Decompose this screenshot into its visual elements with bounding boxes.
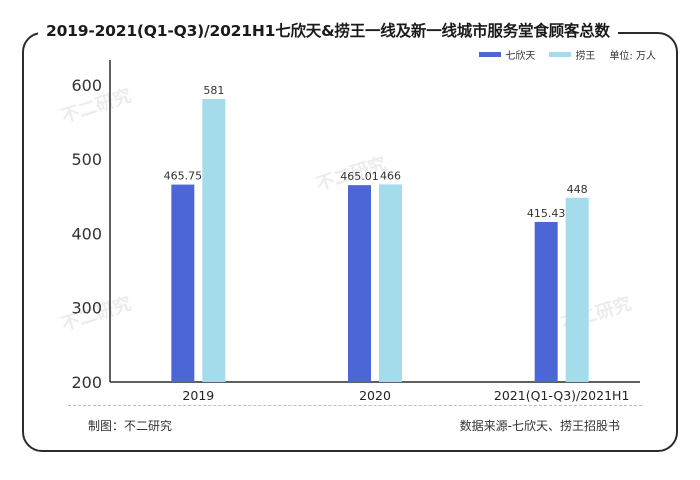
data-label: 581 xyxy=(203,84,224,97)
bar-series1 xyxy=(534,221,558,382)
legend-label-series2: 捞王 xyxy=(575,51,596,62)
bar-series2 xyxy=(202,98,226,382)
y-tick-label: 500 xyxy=(71,150,102,169)
data-label: 415.43 xyxy=(527,207,566,220)
x-tick-label: 2019 xyxy=(182,388,214,403)
x-tick-label: 2021(Q1-Q3)/2021H1 xyxy=(494,388,630,403)
unit-label: 单位: 万人 xyxy=(609,51,656,62)
data-label: 465.75 xyxy=(164,170,203,183)
chart-title: 2019-2021(Q1-Q3)/2021H1七欣天&捞王一线及新一线城市服务堂… xyxy=(38,16,618,46)
bar-series2 xyxy=(565,197,589,382)
legend-swatch-series2 xyxy=(549,52,572,57)
legend-swatch-series1 xyxy=(479,52,502,57)
x-tick-label: 2020 xyxy=(359,388,391,403)
y-tick-label: 200 xyxy=(71,373,102,392)
y-tick-label: 300 xyxy=(71,299,102,318)
bar-series2 xyxy=(379,184,402,382)
legend-item-series1: 七欣天 xyxy=(479,47,535,62)
footer-source: 数据来源-七欣天、捞王招股书 xyxy=(459,419,620,433)
legend-label-series1: 七欣天 xyxy=(505,51,536,62)
legend-item-series2: 捞王 xyxy=(549,47,595,62)
data-label: 448 xyxy=(567,183,588,196)
footer-maker: 制图：不二研究 xyxy=(88,419,173,433)
y-tick-label: 400 xyxy=(71,224,102,243)
data-label: 465.01 xyxy=(340,170,379,183)
footer-divider xyxy=(68,405,642,406)
y-tick-label: 600 xyxy=(71,76,102,95)
bar-series1 xyxy=(348,185,371,382)
data-label: 466 xyxy=(380,169,401,182)
bar-series1 xyxy=(171,184,195,382)
legend: 七欣天 捞王 单位: 万人 xyxy=(479,47,656,62)
